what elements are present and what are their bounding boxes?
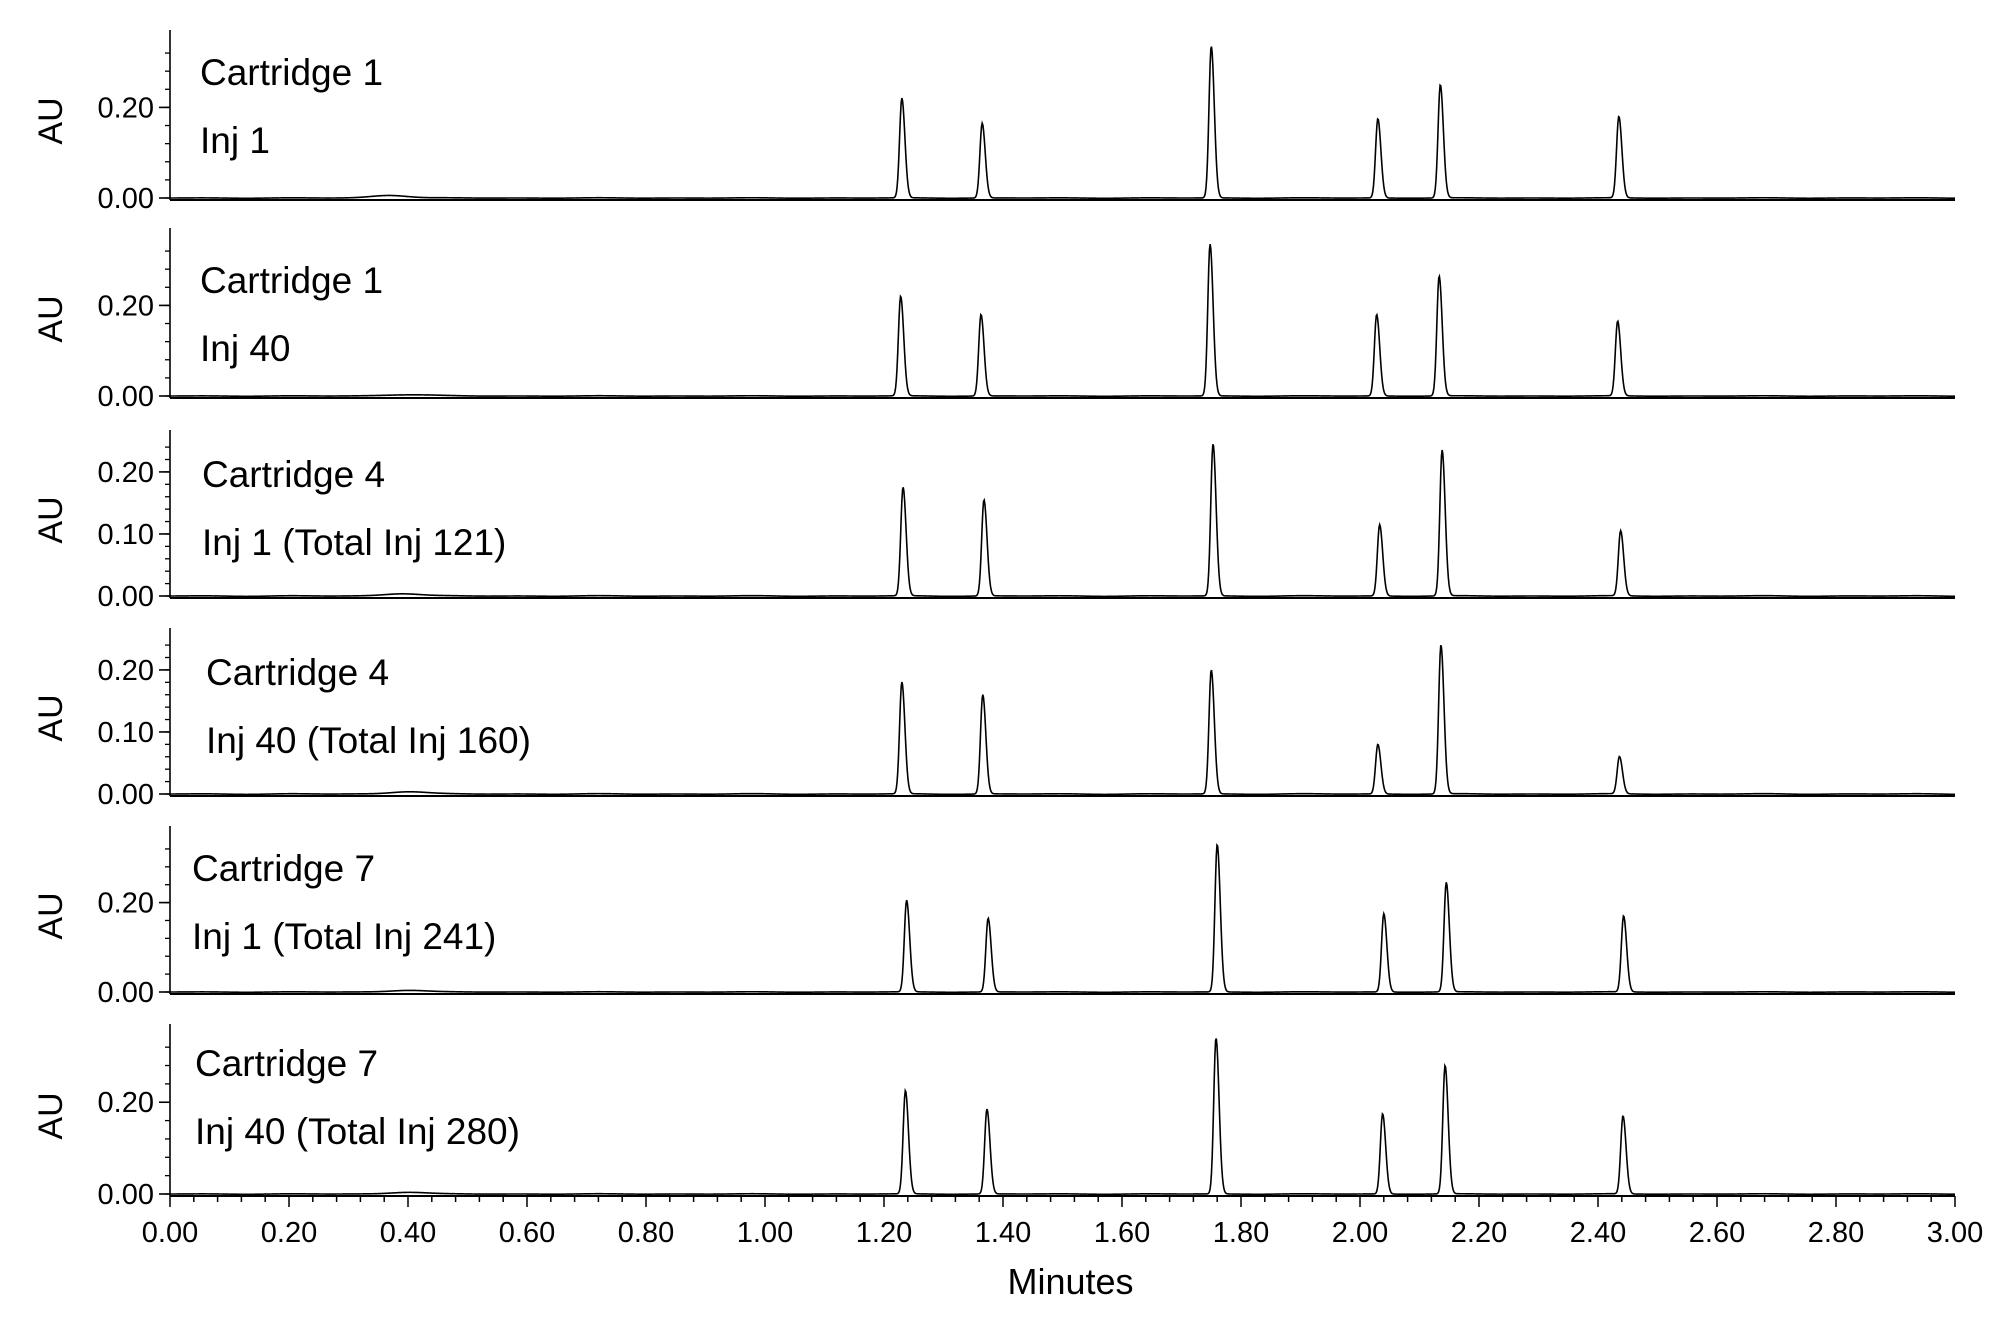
panel-label-injection: Inj 1 (Total Inj 121) [202, 522, 506, 563]
x-tick-label: 2.40 [1570, 1217, 1626, 1249]
panel-3: 0.00 0.10 0.20 AU Cartridge 4 Inj 1 (Total In… [32, 430, 1955, 613]
y-tick-label: 0.20 [98, 1087, 154, 1119]
panel-label-injection: Inj 40 (Total Inj 280) [195, 1111, 520, 1152]
y-tick-label: 0.00 [98, 381, 154, 413]
panel-6: 0.00 0.20 AU Cartridge 7 Inj 40 (Total Inj 2… [32, 1024, 1955, 1211]
x-axis: 0.00 0.20 0.40 0.60 0.80 1.00 1.20 1.40 1.60 1.80… [142, 1196, 1983, 1302]
y-tick-label: 0.00 [98, 779, 154, 811]
panel-label-injection: Inj 1 (Total Inj 241) [192, 916, 496, 957]
panel-1: 0.00 0.20 AU Cartridge 1 Inj 1 [32, 30, 1955, 215]
y-tick-label: 0.00 [98, 1179, 154, 1211]
y-axis-title: AU [32, 1092, 70, 1139]
panel-label-cartridge: Cartridge 4 [206, 652, 389, 693]
panel-4: 0.00 0.10 0.20 AU Cartridge 4 Inj 40 (Total I… [32, 628, 1955, 811]
x-tick-label: 1.00 [737, 1217, 793, 1249]
y-tick-label: 0.20 [98, 888, 154, 920]
y-tick-label: 0.20 [98, 290, 154, 322]
x-tick-label: 0.20 [261, 1217, 317, 1249]
panel-label-cartridge: Cartridge 4 [202, 454, 385, 495]
x-tick-label: 0.00 [142, 1217, 198, 1249]
chromatogram-trace [170, 47, 1955, 199]
panel-label-injection: Inj 40 [200, 328, 291, 369]
x-tick-label: 2.80 [1808, 1217, 1864, 1249]
y-tick-label: 0.00 [98, 183, 154, 215]
panel-label-injection: Inj 1 [200, 120, 270, 161]
y-tick-label: 0.00 [98, 977, 154, 1009]
x-tick-label: 0.40 [380, 1217, 436, 1249]
panel-label-cartridge: Cartridge 1 [200, 260, 383, 301]
y-axis-title: AU [32, 496, 70, 543]
panel-label-cartridge: Cartridge 7 [192, 848, 375, 889]
x-tick-label: 1.20 [856, 1217, 912, 1249]
x-tick-label: 0.80 [618, 1217, 674, 1249]
x-axis-title: Minutes [1007, 1261, 1133, 1302]
y-axis-title: AU [32, 694, 70, 741]
chromatogram-trace [170, 244, 1955, 396]
y-axis-title: AU [32, 295, 70, 342]
x-tick-label: 2.20 [1451, 1217, 1507, 1249]
y-tick-label: 0.10 [98, 519, 154, 551]
x-tick-label: 1.80 [1213, 1217, 1269, 1249]
panel-2: 0.00 0.20 AU Cartridge 1 Inj 40 [32, 228, 1955, 413]
x-tick-label: 0.60 [499, 1217, 555, 1249]
x-tick-label: 2.60 [1689, 1217, 1745, 1249]
x-tick-label: 1.40 [975, 1217, 1031, 1249]
x-tick-label: 3.00 [1927, 1217, 1983, 1249]
y-tick-label: 0.10 [98, 717, 154, 749]
y-axis-title: AU [32, 892, 70, 939]
y-tick-label: 0.00 [98, 581, 154, 613]
panel-5: 0.00 0.20 AU Cartridge 7 Inj 1 (Total Inj 24… [32, 826, 1955, 1009]
chromatogram-trace [170, 444, 1955, 596]
y-axis-title: AU [32, 97, 70, 144]
y-tick-label: 0.20 [98, 655, 154, 687]
y-tick-label: 0.20 [98, 92, 154, 124]
panel-label-cartridge: Cartridge 7 [195, 1043, 378, 1084]
x-tick-label: 2.00 [1332, 1217, 1388, 1249]
panel-label-injection: Inj 40 (Total Inj 160) [206, 720, 531, 761]
y-tick-label: 0.20 [98, 457, 154, 489]
panel-label-cartridge: Cartridge 1 [200, 52, 383, 93]
x-tick-label: 1.60 [1094, 1217, 1150, 1249]
